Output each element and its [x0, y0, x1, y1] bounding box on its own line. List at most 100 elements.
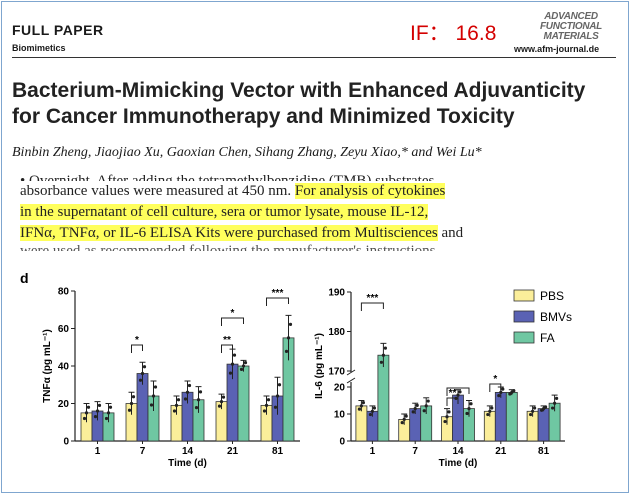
data-point: [232, 353, 237, 357]
data-point: [106, 411, 111, 415]
data-point: [138, 378, 143, 382]
significance-bracket: [489, 383, 502, 392]
data-point: [174, 403, 179, 407]
title-line: Bacterium-Mimicking Vector with Enhanced…: [12, 79, 586, 102]
journal-url[interactable]: www.afm-journal.de: [514, 44, 600, 54]
data-point: [172, 409, 177, 413]
text-line: IFNα, TNFα, or IL-6 ELISA Kits were purc…: [20, 223, 620, 244]
data-point: [142, 365, 147, 369]
logo-line: ADVANCED: [544, 11, 598, 22]
journal-logo: ADVANCED FUNCTIONAL MATERIALS: [528, 12, 614, 42]
paper-title: Bacterium-Mimicking Vector with Enhanced…: [12, 78, 612, 130]
data-point: [273, 405, 278, 409]
bar-bmvs: [537, 408, 550, 442]
data-point: [264, 403, 269, 407]
x-tick-label: 1: [370, 446, 376, 457]
x-tick-label: 7: [412, 446, 418, 457]
data-point: [411, 410, 415, 414]
data-point: [402, 417, 406, 421]
data-point: [551, 406, 555, 410]
data-point: [533, 406, 537, 410]
plain-text: absorbance values were measured at 450 n…: [20, 183, 295, 199]
author-list: Binbin Zheng, Jiaojiao Xu, Gaoxian Chen,…: [12, 145, 482, 160]
x-tick-label: 21: [495, 446, 507, 457]
data-point: [217, 404, 222, 408]
x-axis-label: Time (d): [168, 458, 207, 469]
significance-bracket: [266, 297, 289, 306]
axis-break-mark: [346, 369, 356, 376]
data-point: [529, 412, 533, 417]
significance-label: ***: [367, 293, 379, 304]
significance-bracket: [446, 397, 459, 406]
data-point: [447, 410, 451, 414]
text-line: in the supernatant of cell culture, sera…: [20, 202, 620, 223]
data-point: [262, 409, 267, 413]
data-point: [219, 400, 224, 404]
data-point: [415, 403, 419, 407]
y-axis-label: IL-6 (pg mL⁻¹): [314, 333, 325, 399]
bar-fa: [237, 365, 250, 442]
data-point: [277, 383, 282, 387]
data-point: [196, 398, 201, 402]
methods-excerpt: • Overnight. After adding the tetramethy…: [20, 173, 620, 244]
data-point: [241, 364, 246, 368]
axis-break-mark: [346, 377, 356, 384]
data-point: [275, 394, 280, 398]
legend-label: FA: [540, 331, 555, 345]
data-point: [243, 361, 248, 365]
y-tick-label: 20: [334, 383, 346, 394]
x-tick-label: 21: [227, 446, 239, 457]
bar-fa: [505, 391, 518, 442]
y-axis-label: TNFα (pg mL⁻¹): [42, 329, 53, 403]
text-line: absorbance values were measured at 450 n…: [20, 181, 620, 202]
data-point: [499, 390, 503, 394]
data-point: [467, 407, 471, 411]
data-point: [230, 362, 235, 366]
data-point: [501, 387, 505, 391]
legend-label: BMVs: [540, 310, 572, 324]
y-tick-label: 0: [63, 437, 69, 448]
data-point: [108, 405, 113, 409]
significance-label: *: [135, 335, 139, 346]
title-line: for Cancer Immunotherapy and Minimized T…: [12, 105, 515, 128]
plain-text: and: [437, 225, 464, 241]
data-point: [357, 407, 361, 411]
panel-label: d: [20, 270, 29, 286]
data-point: [97, 403, 102, 407]
x-tick-label: 7: [140, 446, 146, 457]
data-point: [266, 398, 271, 402]
y-tick-label: 10: [334, 410, 346, 421]
data-point: [469, 402, 473, 406]
data-point: [544, 405, 548, 409]
data-point: [426, 399, 430, 403]
legend-label: PBS: [540, 289, 564, 303]
significance-bracket: [221, 317, 244, 326]
data-point: [458, 390, 462, 394]
data-point: [383, 346, 387, 350]
cut-text-line-bottom: were used as recommended following the m…: [20, 243, 440, 251]
data-point: [422, 409, 426, 413]
data-point: [372, 406, 376, 410]
data-point: [228, 371, 233, 375]
impact-factor: IF： 16.8: [410, 22, 497, 45]
data-point: [465, 411, 469, 416]
data-point: [131, 395, 136, 399]
data-point: [400, 421, 404, 425]
data-point: [198, 390, 203, 394]
highlighted-text: For analysis of cytokines: [294, 183, 446, 199]
data-point: [359, 404, 363, 408]
data-point: [185, 390, 190, 394]
y-tick-label: 170: [328, 367, 345, 378]
data-point: [284, 349, 289, 353]
full-paper-label: FULL PAPER: [12, 22, 104, 38]
data-point: [443, 419, 447, 424]
y-tick-label: 80: [58, 287, 70, 298]
data-point: [445, 415, 449, 419]
y-tick-label: 20: [58, 399, 70, 410]
data-point: [456, 393, 460, 397]
y-tick-label: 180: [328, 327, 345, 338]
significance-bracket: [360, 302, 384, 311]
significance-label: **: [223, 335, 231, 346]
legend-swatch-fa: [513, 331, 535, 344]
data-point: [555, 396, 559, 400]
